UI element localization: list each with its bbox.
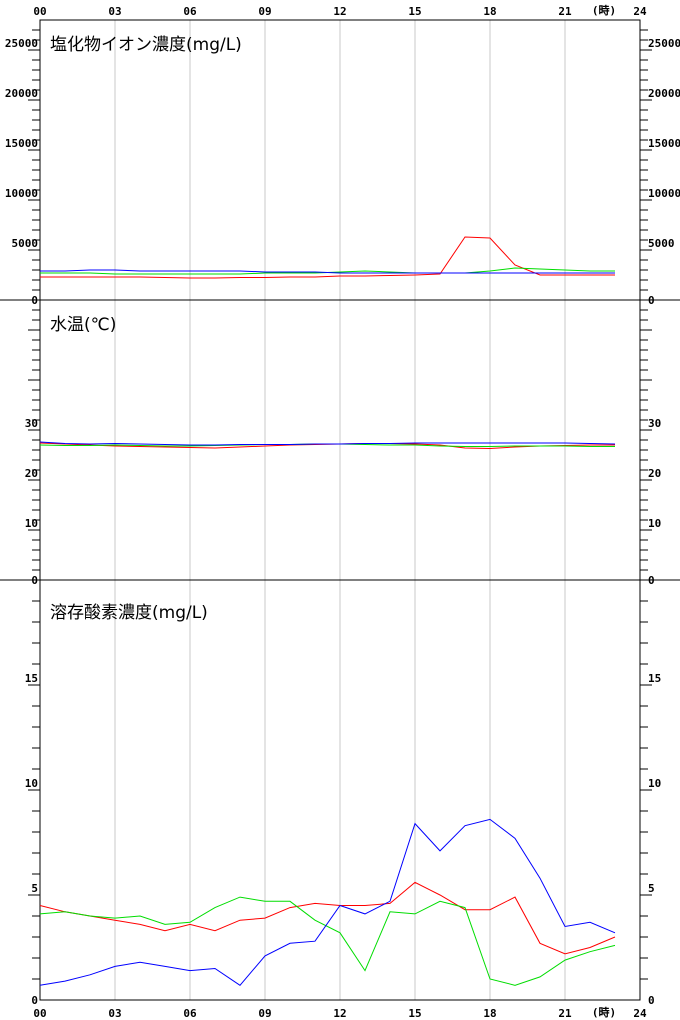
bottom-time-tick-label: 24 xyxy=(633,1007,647,1020)
chloride-y-tick-label-left: 10000 xyxy=(5,187,38,200)
dissolved-oxygen-y-tick-label-left: 5 xyxy=(31,882,38,895)
chloride-y-tick-label-left: 25000 xyxy=(5,37,38,50)
dissolved-oxygen-chart: 0 0 5 5 10 10 15 15 溶存酸素濃度(mg/L) xyxy=(25,579,661,1007)
top-time-tick-label: 09 xyxy=(258,5,271,18)
top-time-tick-label: 15 xyxy=(408,5,421,18)
dissolved-oxygen-y-tick-label-right: 10 xyxy=(648,777,661,790)
dissolved-oxygen-y-tick-label-right: 5 xyxy=(648,882,655,895)
water-temperature-y-tick-label-left: 20 xyxy=(25,467,38,480)
dissolved-oxygen-y-tick-label-right: 0 xyxy=(648,994,655,1007)
water-temperature-y-tick-label-right: 10 xyxy=(648,517,661,530)
bottom-time-tick-label: 06 xyxy=(183,1007,197,1020)
water-temperature-y-tick-label-left: 30 xyxy=(25,417,38,430)
chloride-series-red-line xyxy=(40,236,615,279)
dissolved-oxygen-y-tick-label-right: 15 xyxy=(648,672,661,685)
dissolved-oxygen-series-blue-line xyxy=(39,818,616,986)
bottom-time-tick-label: 03 xyxy=(108,1007,121,1020)
chloride-y-tick-label-right: 10000 xyxy=(648,187,680,200)
top-time-tick-label: 06 xyxy=(183,5,197,18)
water-temperature-y-tick-label-left: 10 xyxy=(25,517,38,530)
top-time-unit: (時) xyxy=(592,3,616,17)
dissolved-oxygen-series-green-line xyxy=(39,896,616,986)
top-time-tick-label: 00 xyxy=(33,5,46,18)
chloride-chart: 0050005000100001000015000150002000020000… xyxy=(5,19,680,307)
chloride-y-tick-label-right: 25000 xyxy=(648,37,680,50)
chloride-y-tick-label-left: 5000 xyxy=(12,237,39,250)
chloride-y-tick-label-right: 15000 xyxy=(648,137,680,150)
chloride-y-tick-label-left: 15000 xyxy=(5,137,38,150)
bottom-time-unit: (時) xyxy=(592,1005,616,1019)
chloride-series-blue-line xyxy=(40,269,615,274)
bottom-time-tick-label: 15 xyxy=(408,1007,421,1020)
dissolved-oxygen-chart-title: 溶存酸素濃度(mg/L) xyxy=(50,603,208,623)
top-time-tick-label: 21 xyxy=(558,5,572,18)
bottom-time-axis: 00 03 06 09 12 15 18 21 24 xyxy=(33,1007,647,1020)
top-time-axis: 00 03 06 09 12 15 18 21 24 xyxy=(33,5,647,18)
top-time-tick-label: 03 xyxy=(108,5,121,18)
chloride-y-tick-label-right: 5000 xyxy=(648,237,675,250)
dissolved-oxygen-y-tick-label-left: 15 xyxy=(25,672,38,685)
chloride-y-tick-label-right: 20000 xyxy=(648,87,680,100)
dissolved-oxygen-y-tick-label-left: 10 xyxy=(25,777,38,790)
water-temperature-chart-title: 水温(℃) xyxy=(50,315,116,335)
bottom-time-tick-label: 12 xyxy=(333,1007,346,1020)
top-time-tick-label: 24 xyxy=(633,5,647,18)
top-time-tick-label: 18 xyxy=(483,5,496,18)
chloride-y-tick-label-left: 20000 xyxy=(5,87,38,100)
chloride-chart-title: 塩化物イオン濃度(mg/L) xyxy=(50,35,242,55)
bottom-time-tick-label: 18 xyxy=(483,1007,496,1020)
dissolved-oxygen-y-tick-label-left: 0 xyxy=(31,994,38,1007)
bottom-time-tick-label: 09 xyxy=(258,1007,271,1020)
bottom-time-tick-label: 00 xyxy=(33,1007,46,1020)
bottom-time-tick-label: 21 xyxy=(558,1007,572,1020)
water-temperature-chart: 00101020203030水温(℃) xyxy=(25,299,661,587)
dissolved-oxygen-series-red-line xyxy=(39,881,616,955)
water-temperature-y-tick-label-right: 30 xyxy=(648,417,661,430)
top-time-tick-label: 12 xyxy=(333,5,346,18)
water-temperature-series-blue-line xyxy=(39,441,616,446)
water-temperature-y-tick-label-right: 20 xyxy=(648,467,661,480)
